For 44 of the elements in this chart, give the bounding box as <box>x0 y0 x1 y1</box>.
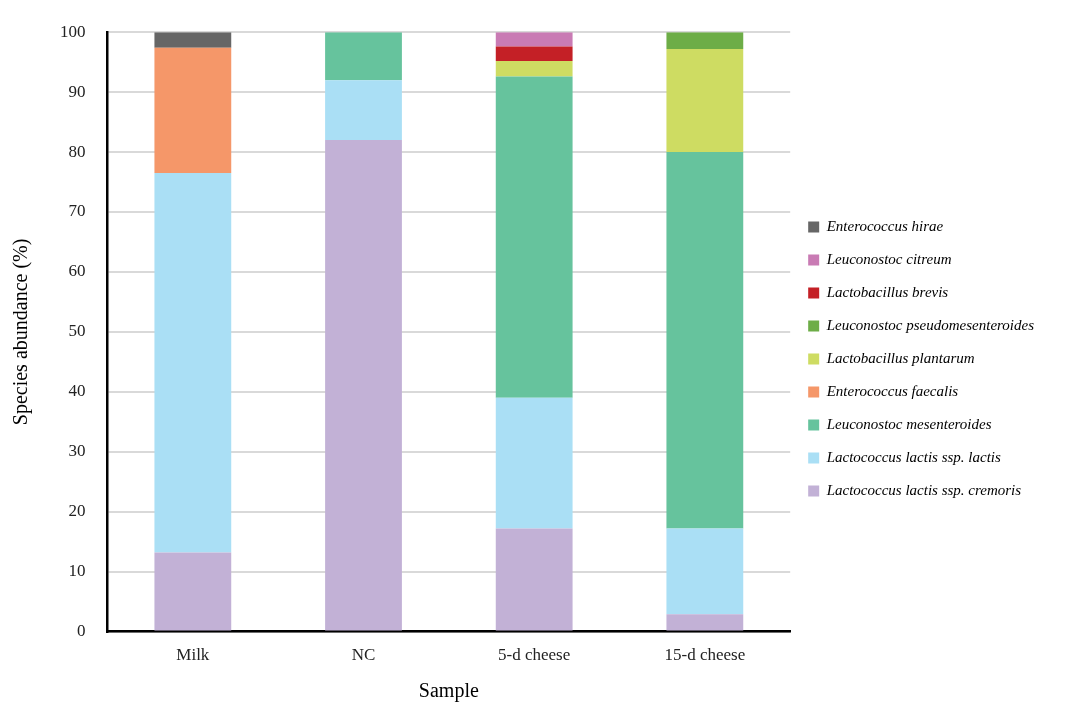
y-tick-label: 80 <box>68 141 86 161</box>
bar <box>154 47 232 174</box>
legend-label: Lactococcus lactis ssp. cremoris <box>825 481 1022 498</box>
y-tick-label: 100 <box>60 21 86 41</box>
legend-label: Lactobacillus brevis <box>825 283 949 300</box>
y-tick-label: 40 <box>68 381 86 401</box>
bar <box>666 528 744 615</box>
legend-label: Enterococcus faecalis <box>825 382 959 399</box>
y-tick-label: 60 <box>68 261 86 281</box>
bar <box>154 173 232 553</box>
y-tick-label: 30 <box>68 441 86 461</box>
x-tick-label: 5-d cheese <box>498 645 571 665</box>
bar <box>495 46 573 61</box>
y-tick-label: 70 <box>68 201 86 221</box>
legend-label: Lactococcus lactis ssp. lactis <box>825 448 1001 465</box>
bar <box>666 614 744 631</box>
bar <box>325 80 402 141</box>
y-tick-label: 10 <box>68 561 86 581</box>
bar <box>666 152 744 529</box>
legend-label: Enterococcus hirae <box>825 217 944 234</box>
bar <box>495 528 573 631</box>
bar <box>154 552 232 631</box>
bar <box>325 32 402 81</box>
legend-label: Leuconostoc citreum <box>825 250 952 267</box>
legend-label: Lactobacillus plantarum <box>825 349 975 366</box>
bar <box>666 48 744 153</box>
bar <box>666 32 744 49</box>
bar <box>495 76 573 398</box>
y-tick-label: 0 <box>77 621 86 641</box>
bar <box>325 140 402 631</box>
bar <box>495 32 573 47</box>
y-tick-label: 50 <box>68 321 86 341</box>
x-tick-label: NC <box>351 645 376 665</box>
bar <box>495 397 573 529</box>
x-tick-label: 15-d cheese <box>664 645 746 665</box>
legend-label: Leuconostoc mesenteroides <box>825 415 992 432</box>
y-tick-label: 90 <box>68 81 86 101</box>
bar <box>495 60 573 77</box>
x-axis-title: Sample <box>418 679 479 703</box>
y-axis-title: Species abundance (%) <box>9 238 33 426</box>
bar <box>154 32 232 48</box>
legend-label: Leuconostoc pseudomesenteroides <box>825 316 1035 333</box>
y-tick-label: 20 <box>68 501 86 521</box>
x-tick-label: Milk <box>176 645 210 665</box>
